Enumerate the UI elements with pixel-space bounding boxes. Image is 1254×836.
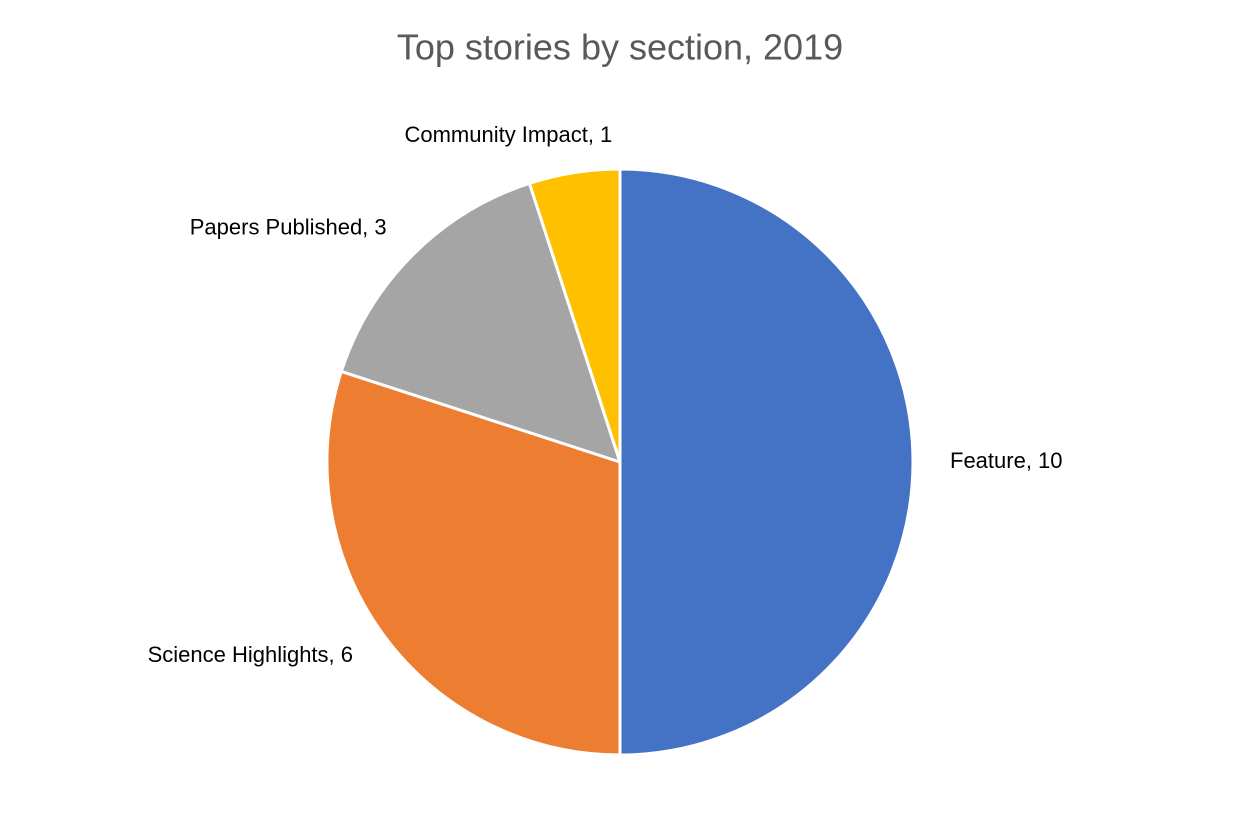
pie-slice xyxy=(527,167,622,464)
data-label: Feature, 10 xyxy=(950,448,1063,473)
pie-slice xyxy=(618,167,915,757)
chart-title: Top stories by section, 2019 xyxy=(397,27,843,68)
data-label: Community Impact, 1 xyxy=(404,122,612,147)
data-label: Papers Published, 3 xyxy=(190,214,387,239)
pie-slice xyxy=(339,181,622,464)
data-label: Science Highlights, 6 xyxy=(148,642,353,667)
pie-slice xyxy=(325,369,622,757)
